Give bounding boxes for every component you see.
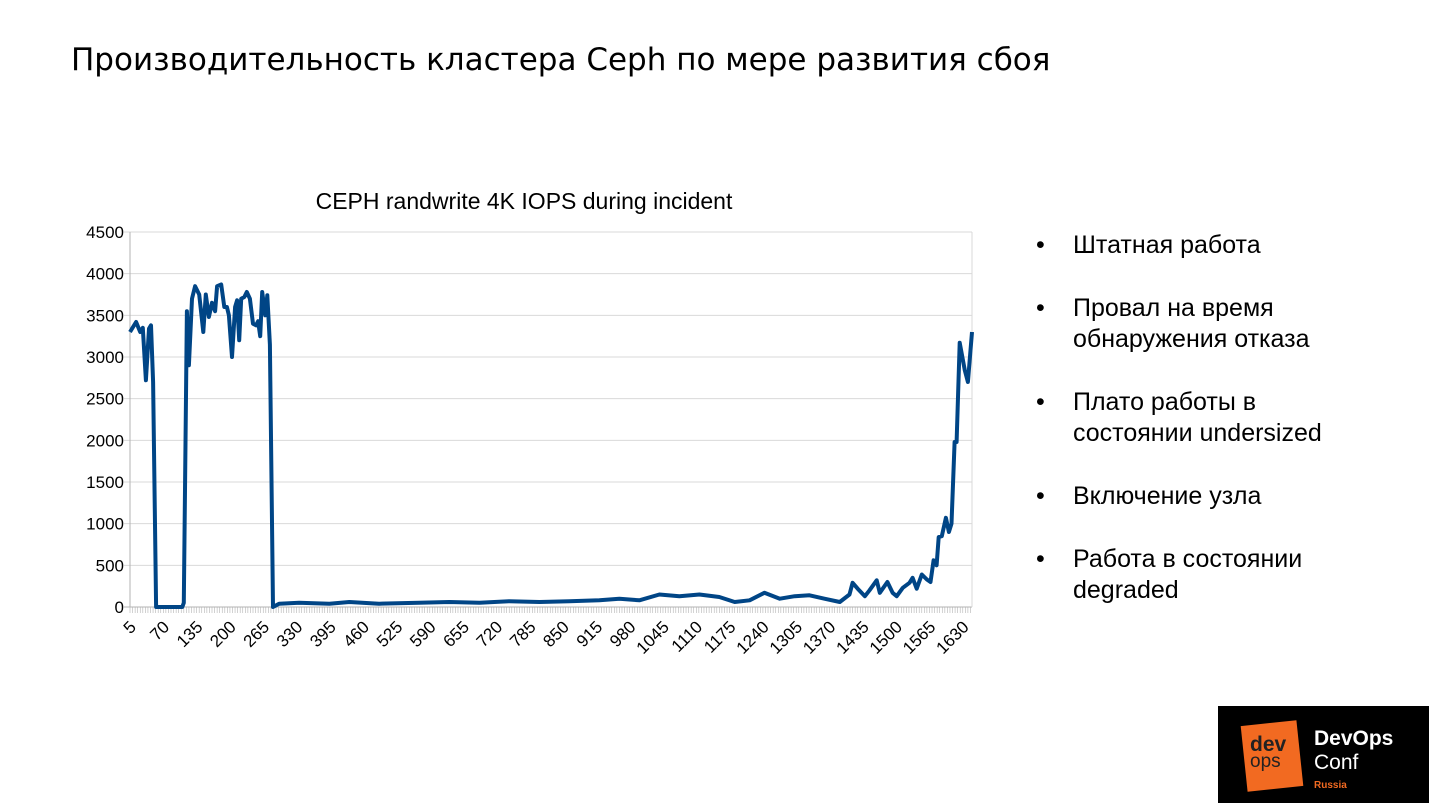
bullet-marker: •	[1036, 231, 1045, 259]
bullet-text: Штатная работа	[1073, 231, 1261, 259]
y-tick-label: 2000	[86, 431, 124, 450]
x-tick-label: 1110	[668, 617, 706, 655]
x-tick-label: 590	[406, 617, 439, 650]
bullet-item: • Штатная работа	[1036, 230, 1376, 261]
logo-dev-text: dev	[1250, 733, 1287, 756]
y-tick-label: 3500	[86, 306, 124, 325]
bullet-item: • Включение узла	[1036, 481, 1376, 512]
bullet-marker: •	[1036, 545, 1045, 573]
logo-russia-text: Russia	[1314, 780, 1347, 791]
chart-title: CEPH randwrite 4K IOPS during incident	[316, 188, 733, 214]
x-tick-label: 720	[473, 617, 506, 650]
x-tick-label: 915	[573, 617, 606, 650]
y-tick-label: 1500	[86, 473, 124, 492]
x-tick-label: 395	[306, 617, 339, 650]
iops-line-chart: CEPH randwrite 4K IOPS during incident 0…	[86, 188, 974, 658]
x-tick-label: 525	[373, 617, 406, 650]
logo-devops-text: DevOps	[1314, 727, 1394, 750]
x-tick-label: 330	[273, 617, 306, 650]
bullet-text: Работа в состоянии degraded	[1073, 545, 1303, 604]
bullet-marker: •	[1036, 294, 1045, 322]
y-tick-label: 0	[115, 598, 124, 617]
x-tick-label: 1435	[833, 617, 873, 657]
x-tick-label: 5	[120, 617, 140, 637]
x-tick-label: 1565	[899, 617, 939, 657]
x-tick-label: 1305	[766, 617, 806, 657]
x-tick-label: 1500	[866, 617, 906, 657]
bullet-marker: •	[1036, 388, 1045, 416]
bullet-item: • Плато работы в состоянии undersized	[1036, 387, 1376, 449]
x-tick-label: 70	[146, 617, 173, 644]
x-tick-label: 265	[240, 617, 273, 650]
bullet-item: • Провал на время обнаружения отказа	[1036, 293, 1376, 355]
x-tick-label: 1175	[700, 617, 739, 656]
bullet-text: Провал на время обнаружения отказа	[1073, 294, 1310, 353]
logo-ops-text: ops	[1250, 751, 1281, 772]
x-tick-label: 200	[206, 617, 239, 650]
y-tick-label: 500	[96, 556, 124, 575]
logo-conf-text: Conf	[1314, 751, 1359, 774]
y-tick-label: 4500	[86, 223, 124, 242]
x-tick-label: 1045	[633, 617, 673, 657]
bullet-text: Включение узла	[1073, 482, 1262, 510]
x-tick-label: 1240	[733, 617, 773, 657]
x-tick-label: 850	[539, 617, 572, 650]
series-line-iops	[128, 282, 974, 609]
x-tick-label: 1630	[932, 617, 972, 657]
x-tick-label: 655	[440, 617, 473, 650]
bullet-list: • Штатная работа • Провал на время обнаруж…	[1036, 230, 1376, 638]
x-tick-label: 135	[173, 617, 206, 650]
x-tick-label: 1370	[799, 617, 839, 657]
bullet-marker: •	[1036, 482, 1045, 510]
x-tick-label: 460	[340, 617, 373, 650]
y-tick-label: 4000	[86, 265, 124, 284]
x-tick-label: 785	[506, 617, 539, 650]
devopsconf-logo: dev ops DevOps Conf Russia	[1218, 706, 1429, 803]
slide-title: Производительность кластера Ceph по мере…	[71, 42, 1051, 78]
bullet-text: Плато работы в состоянии undersized	[1073, 388, 1322, 447]
y-tick-label: 3000	[86, 348, 124, 367]
bullet-item: • Работа в состоянии degraded	[1036, 544, 1376, 606]
y-tick-label: 1000	[86, 515, 124, 534]
y-tick-label: 2500	[86, 390, 124, 409]
